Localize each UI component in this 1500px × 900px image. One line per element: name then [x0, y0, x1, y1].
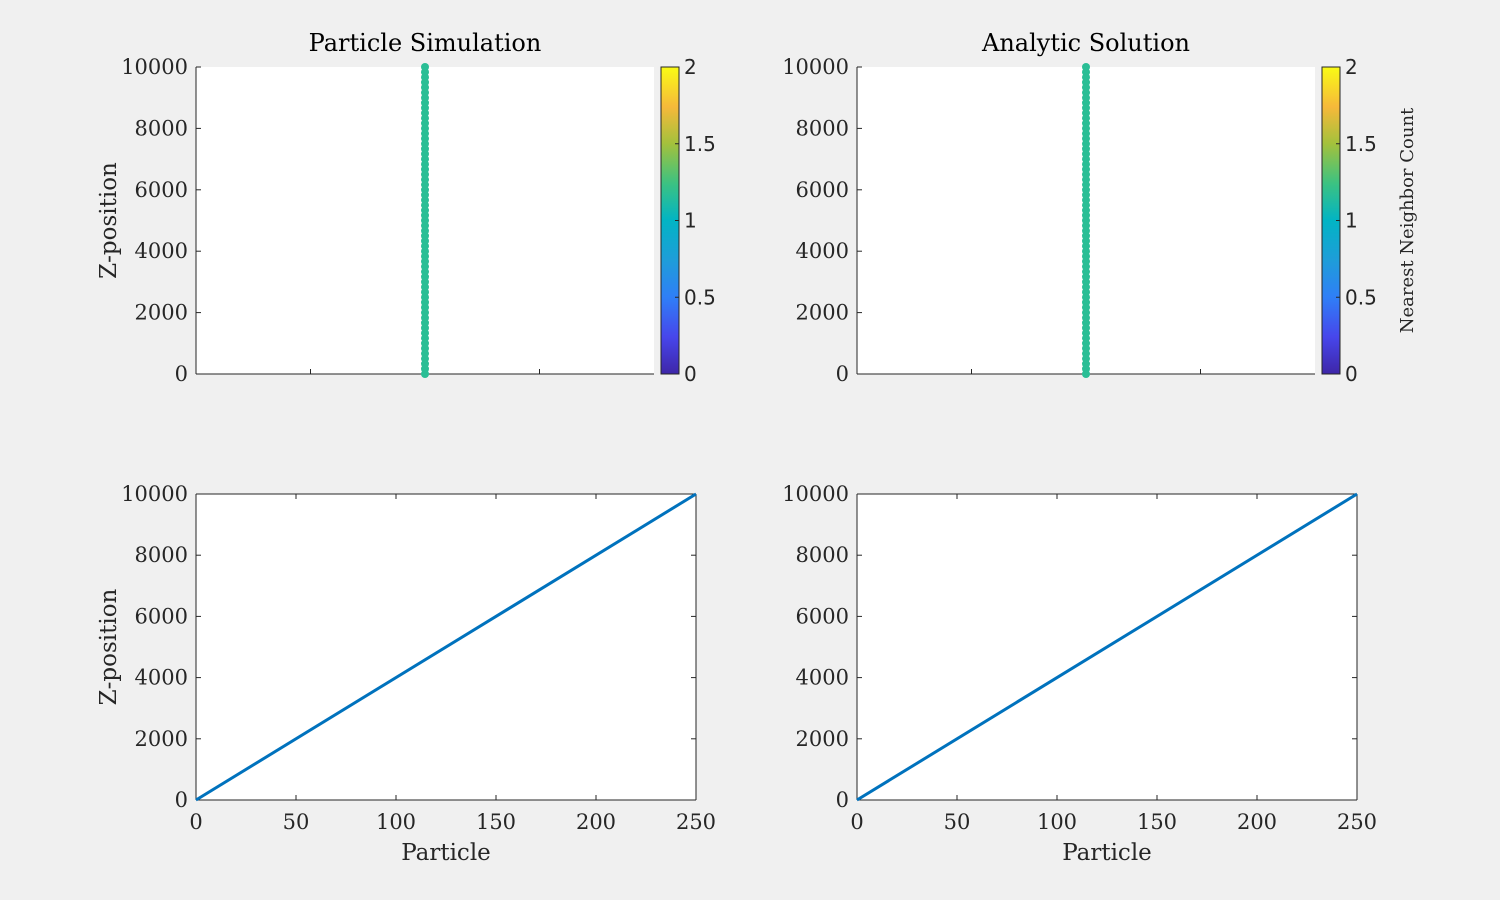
colorbar-tick-label: 2 — [684, 55, 697, 79]
x-tick-label: 150 — [1137, 810, 1177, 834]
y-tick-label: 6000 — [135, 604, 188, 628]
y-tick-label: 6000 — [796, 178, 849, 202]
subplot-2: 0 2000 4000 6000 8000 10000 Analytic Solution 0… — [782, 29, 1418, 386]
scatter-point — [1082, 63, 1090, 71]
plot-title: Analytic Solution — [981, 29, 1190, 57]
y-tick-label: 4000 — [796, 666, 849, 690]
series-line — [195, 492, 697, 802]
x-tick-label: 250 — [1337, 810, 1377, 834]
y-axis-label: Z-position — [96, 162, 122, 279]
y-tick-label: 10000 — [782, 482, 849, 506]
colorbar-tick-label: 0 — [684, 362, 697, 386]
y-tick-label: 8000 — [135, 116, 188, 140]
series-line — [856, 492, 1358, 802]
y-tick-label: 2000 — [135, 301, 188, 325]
x-tick-label: 150 — [476, 810, 516, 834]
y-tick-label: 6000 — [135, 178, 188, 202]
x-tick-label: 250 — [676, 810, 716, 834]
y-tick-label: 0 — [836, 362, 849, 386]
subplot-4: 0 2000 4000 6000 8000 10000 0 50 100 150 200 250 Par… — [782, 482, 1377, 866]
subplot-1: 0 2000 4000 6000 8000 10000 Particle Simulatio… — [96, 29, 716, 386]
x-tick-label: 100 — [1037, 810, 1077, 834]
y-tick-label: 0 — [836, 788, 849, 812]
colorbar: 0 0.5 1 1.5 2 Nearest Neighbor Count — [1321, 55, 1418, 386]
y-tick-label: 4000 — [135, 239, 188, 263]
y-tick-label: 4000 — [135, 666, 188, 690]
x-axis-label: Particle — [401, 840, 491, 866]
x-tick-label: 50 — [283, 810, 310, 834]
y-tick-label: 8000 — [796, 543, 849, 567]
y-tick-label: 2000 — [135, 727, 188, 751]
y-tick-label: 2000 — [796, 727, 849, 751]
x-tick-label: 0 — [189, 810, 202, 834]
colorbar-tick-label: 2 — [1345, 55, 1358, 79]
x-axis-label: Particle — [1062, 840, 1152, 866]
y-tick-label: 6000 — [796, 604, 849, 628]
y-axis-label: Z-position — [96, 588, 122, 705]
y-tick-label: 8000 — [796, 116, 849, 140]
colorbar-tick-label: 1.5 — [1345, 132, 1377, 156]
y-tick-label: 10000 — [121, 482, 188, 506]
y-tick-label: 10000 — [782, 55, 849, 79]
colorbar-label: Nearest Neighbor Count — [1397, 107, 1418, 333]
colorbar-tick-label: 0.5 — [1345, 285, 1377, 309]
y-tick-label: 0 — [175, 362, 188, 386]
x-tick-label: 50 — [944, 810, 971, 834]
x-tick-label: 200 — [1237, 810, 1277, 834]
subplot-3: 0 2000 4000 6000 8000 10000 0 50 100 150 200 250 Z-p… — [96, 482, 716, 866]
colorbar-tick-label: 1.5 — [684, 132, 716, 156]
colorbar-tick-label: 1 — [1345, 209, 1358, 233]
x-tick-label: 200 — [576, 810, 616, 834]
plot-title: Particle Simulation — [309, 29, 542, 57]
y-tick-label: 10000 — [121, 55, 188, 79]
x-tick-label: 0 — [850, 810, 863, 834]
y-tick-label: 2000 — [796, 301, 849, 325]
x-tick-label: 100 — [376, 810, 416, 834]
colorbar-tick-label: 0.5 — [684, 285, 716, 309]
colorbar: 0 0.5 1 1.5 2 — [660, 55, 716, 386]
y-tick-label: 0 — [175, 788, 188, 812]
colorbar-tick-label: 1 — [684, 209, 697, 233]
colorbar-tick-label: 0 — [1345, 362, 1358, 386]
y-tick-label: 4000 — [796, 239, 849, 263]
y-tick-label: 8000 — [135, 543, 188, 567]
scatter-point — [421, 63, 429, 71]
